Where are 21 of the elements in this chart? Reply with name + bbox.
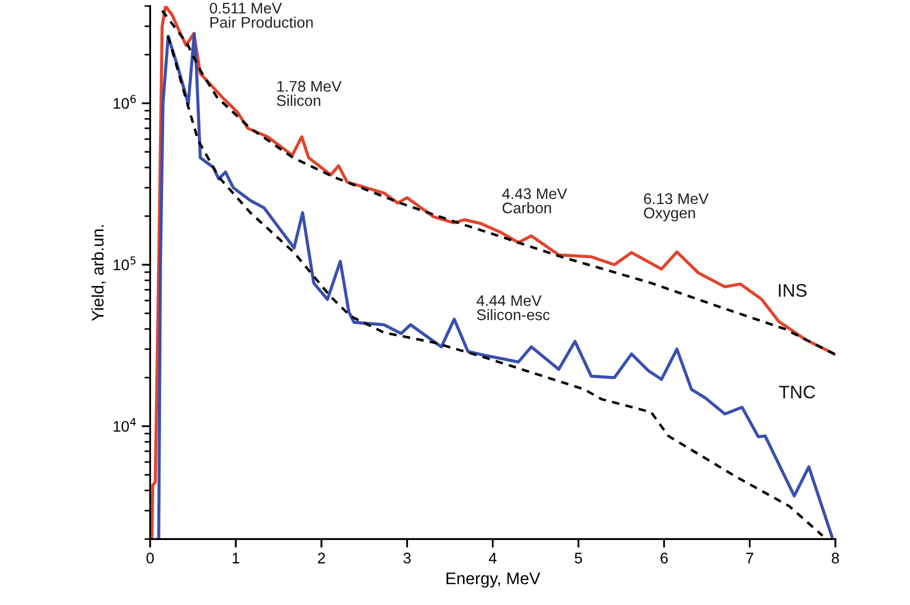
annotation: 4.44 MeV Silicon-esc <box>476 295 550 320</box>
y-tick-label: 10$^{4}$ <box>114 418 136 432</box>
y-tick-label: 10$^{6}$ <box>114 94 136 109</box>
x-tick-label: 5 <box>574 552 582 564</box>
annotation: 0.511 MeV Pair Production <box>210 2 313 28</box>
x-tick-label: 1 <box>232 552 240 564</box>
text: TNC <box>779 386 816 398</box>
y-tick-label: 10$^{5}$ <box>114 256 136 270</box>
annotation: 1.78 MeV Silicon <box>276 80 342 106</box>
series-label: INS <box>778 284 807 297</box>
x-tick-label: 2 <box>318 552 325 564</box>
annotation: 4.43 MeV Carbon <box>502 188 568 214</box>
x-tick-label: 3 <box>403 552 411 564</box>
annotation: 6.13 MeV Oxygen <box>644 193 709 222</box>
x-tick-label: 4 <box>488 552 497 564</box>
x-tick-label: 6 <box>660 552 668 564</box>
x-tick-label: 8 <box>832 552 839 564</box>
y-axis-title: Yield, arb.un. <box>91 225 106 321</box>
x-tick-label: 7 <box>746 552 754 564</box>
x-tick-label: 0 <box>146 552 154 564</box>
x-axis-title: Energy, MeV <box>446 572 540 588</box>
